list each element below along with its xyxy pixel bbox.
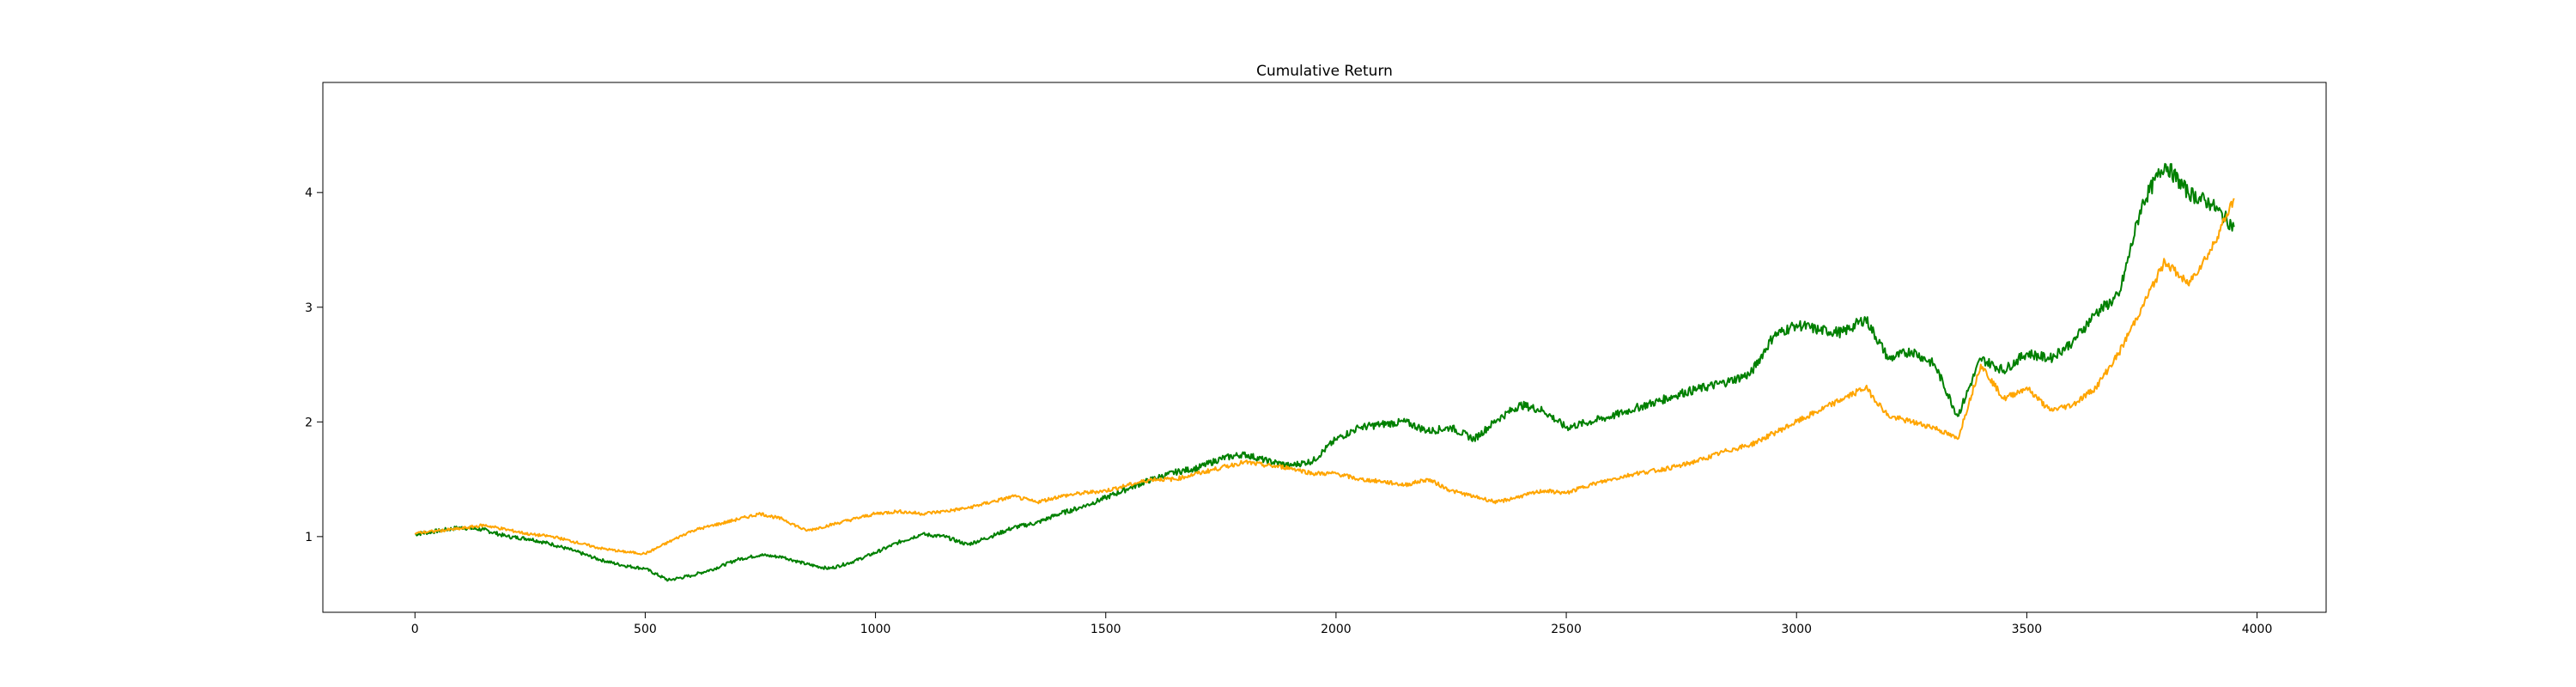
y-tick-label: 4 [305, 186, 313, 200]
y-axis: 1 2 3 4 [305, 186, 323, 544]
x-tick-label: 1000 [860, 623, 891, 636]
x-tick-label: 3000 [1781, 623, 1812, 636]
y-tick-label: 1 [305, 531, 313, 544]
y-tick-label: 2 [305, 416, 313, 429]
plot-area [414, 162, 2235, 582]
x-tick-label: 0 [411, 623, 419, 636]
x-tick-label: 2500 [1551, 623, 1582, 636]
x-tick-label: 2000 [1321, 623, 1352, 636]
x-axis: 0 500 1000 1500 2000 2500 3000 3500 4000 [411, 612, 2273, 636]
series-line-2 [414, 198, 2235, 556]
x-tick-label: 500 [634, 623, 657, 636]
x-tick-label: 4000 [2242, 623, 2273, 636]
plot-frame [322, 82, 2327, 613]
x-tick-label: 3500 [2012, 623, 2043, 636]
x-tick-label: 1500 [1091, 623, 1121, 636]
chart-title: Cumulative Return [1256, 63, 1393, 80]
y-tick-label: 3 [305, 301, 313, 315]
series-line-1 [414, 162, 2235, 582]
